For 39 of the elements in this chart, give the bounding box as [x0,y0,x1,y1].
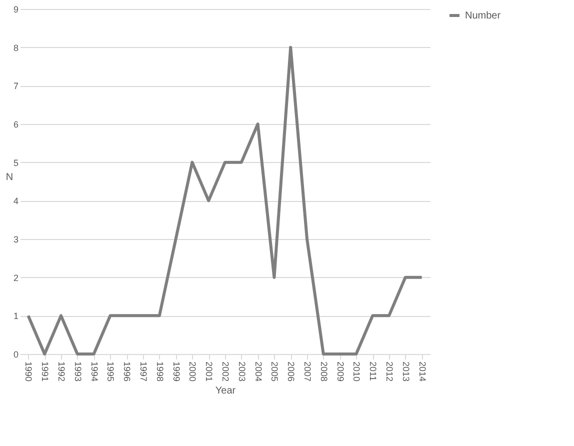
x-tick-label: 2003 [236,362,247,382]
y-tick-label: 2 [13,272,18,283]
x-tick-label: 2008 [318,362,329,382]
y-tick-label: 0 [13,350,18,360]
x-axis-title: Year [215,386,236,397]
x-tick-label: 2012 [384,362,394,382]
x-tick-label: 2011 [368,362,378,381]
x-tick-label: 1993 [72,362,83,382]
legend-label: Number [465,10,502,22]
x-tick-label: 2010 [352,362,362,382]
y-tick-label: 9 [13,4,18,14]
x-tick-label: 1999 [171,362,182,382]
x-tick-label: 1991 [40,362,50,382]
line-series [26,46,424,356]
y-axis-title: N [6,172,14,183]
x-tick-label: 2001 [204,362,214,382]
x-tick-label: 1996 [122,362,132,382]
x-tick-label: 2002 [220,362,230,382]
x-tick-label: 1994 [89,362,100,382]
x-tick-label: 2005 [270,362,280,382]
y-tick-label: 6 [13,120,18,130]
x-tick-label: 1995 [106,362,116,382]
x-tick-label: 1992 [56,362,66,382]
x-tick-label: 1998 [154,362,165,382]
x-tick-label: 2013 [400,362,411,382]
y-tick-label: 3 [13,234,18,244]
x-tick-label: 2006 [286,362,296,382]
y-tick-label: 7 [13,81,18,92]
y-tick-label: 1 [13,311,18,322]
x-tick-label: 2007 [302,362,312,382]
x-tick-label: 2014 [417,362,428,382]
x-tick-label: 2004 [253,362,264,382]
x-tick-label: 2000 [188,362,198,382]
y-tick-label: 8 [13,42,18,53]
x-tick-label: 2009 [335,362,346,382]
x-tick-label: 1997 [138,362,148,382]
y-tick-label: 5 [13,158,18,168]
x-tick-label: 1990 [24,362,34,382]
y-tick-label: 4 [13,196,18,206]
